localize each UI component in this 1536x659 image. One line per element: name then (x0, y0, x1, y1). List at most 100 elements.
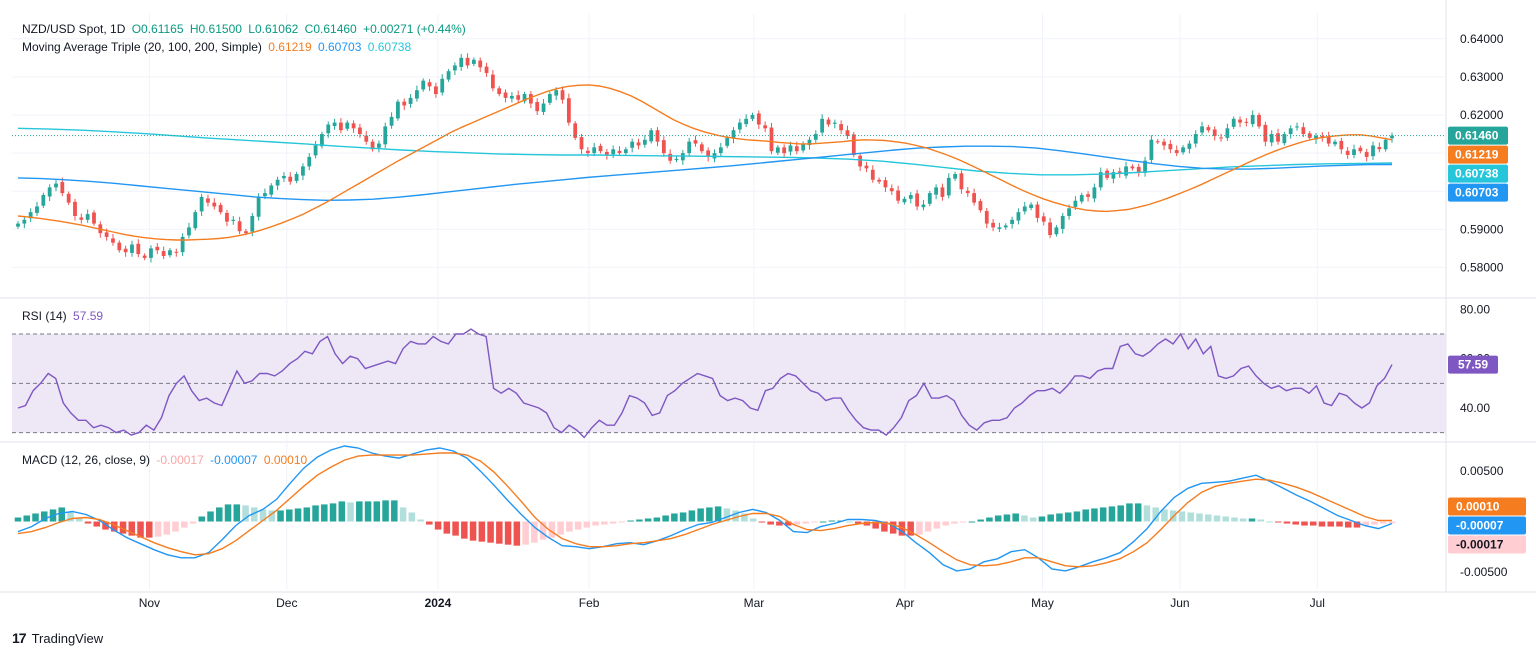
candle-body (807, 139, 812, 146)
macd-signal-value: 0.00010 (263, 453, 308, 467)
macd-histogram-bar (548, 521, 556, 538)
price-tag-ma20 (1448, 145, 1508, 164)
candle-body (516, 95, 521, 100)
macd-histogram-bar (951, 521, 958, 524)
candle-body (288, 176, 293, 182)
candle-body (60, 182, 65, 194)
macd-histogram-bar (811, 521, 818, 523)
candle-body (1263, 124, 1268, 142)
macd-histogram-bar (242, 505, 249, 522)
macd-histogram-bar (172, 521, 179, 532)
candle-body (218, 204, 223, 213)
candle-body (497, 88, 502, 95)
candle-body (782, 147, 787, 154)
macd-histogram-bar (609, 521, 617, 524)
candle-body (180, 236, 185, 253)
candle-body (1276, 133, 1280, 142)
signal-line (17, 452, 1392, 568)
macd-histogram-bar (1012, 513, 1019, 522)
symbol-label: NZD/USD Spot, 1D (22, 22, 126, 36)
ma100-value: 0.60703 (318, 40, 362, 54)
candle-body (978, 201, 983, 211)
macd-histogram-bar (1082, 509, 1089, 522)
candle-body (763, 125, 768, 129)
candle-body (623, 149, 628, 154)
macd-histogram-bar (1029, 517, 1037, 522)
price-pane[interactable] (12, 53, 1446, 263)
macd-histogram-bar (119, 521, 127, 534)
macd-pane[interactable] (14, 445, 1396, 572)
price-legend: NZD/USD Spot, 1D O0.61165 H0.61500 L0.61… (22, 22, 469, 36)
macd-histogram-bar (338, 501, 346, 522)
macd-histogram-bar (784, 521, 792, 526)
macd-histogram-bar (1047, 514, 1054, 522)
price-tag-ma200 (1448, 164, 1508, 183)
candle-body (706, 150, 711, 157)
low-value: L0.61062 (248, 22, 299, 36)
macd-histogram-bar (364, 501, 372, 522)
macd-histogram-bar (1239, 518, 1247, 522)
candle-body (345, 122, 350, 129)
macd-histogram-bar (294, 508, 302, 522)
time-tick-label: Jul (1310, 596, 1325, 610)
change-value: +0.00271 (+0.44%) (363, 22, 466, 36)
macd-histogram-bar (706, 507, 713, 522)
price-tick-label: 0.58000 (1460, 260, 1504, 274)
macd-histogram-bar (259, 509, 267, 522)
candle-body (168, 250, 172, 256)
candle-body (1206, 127, 1211, 131)
candle-body (459, 57, 464, 67)
ma200-value: 0.60738 (367, 40, 412, 54)
candle-body (415, 90, 419, 99)
macd-histogram-bar (1309, 521, 1317, 526)
macd-histogram-bar (373, 501, 381, 522)
candle-body (1307, 133, 1312, 138)
macd-histogram-bar (749, 518, 757, 522)
high-value: H0.61500 (189, 22, 242, 36)
candle-body (522, 94, 527, 102)
candle-body (579, 137, 584, 150)
candle-body (1003, 225, 1008, 228)
time-tick-label: Feb (579, 596, 600, 610)
candle-body (16, 223, 20, 227)
macd-histogram-bar (942, 521, 949, 526)
candle-body (402, 101, 407, 106)
time-axis[interactable]: Nov Dec 2024 Feb Mar Apr May Jun Jul (139, 596, 1325, 610)
candle-body (611, 149, 616, 155)
macd-histogram-bar (522, 521, 529, 545)
macd-histogram-bar (977, 519, 984, 522)
footer-brand[interactable]: 17 TradingView (12, 630, 103, 646)
candle-body (699, 144, 704, 152)
rsi-tick-label: 40.00 (1460, 401, 1490, 415)
candle-body (535, 102, 540, 112)
candle-body (301, 166, 305, 176)
macd-line-tag-label: -0.00007 (1456, 518, 1504, 532)
candle-body (902, 198, 907, 203)
candle-body (66, 193, 71, 203)
macd-histogram-bar (1134, 503, 1142, 522)
macd-histogram-bar (312, 505, 319, 522)
ma100-line (17, 145, 1392, 202)
candle-body (1073, 200, 1078, 207)
candle-body (737, 122, 742, 130)
candle-body (668, 153, 673, 161)
macd-signal-tag-label: 0.00010 (1456, 499, 1500, 513)
candle-body (370, 141, 375, 150)
candle-body (1130, 166, 1135, 169)
candle-body (92, 212, 96, 224)
candle-body (725, 137, 730, 146)
macd-hist-tag-label: -0.00017 (1456, 537, 1504, 551)
price-tick-label: 0.63000 (1460, 70, 1504, 84)
candle-body (604, 151, 609, 155)
rsi-pane[interactable] (12, 328, 1446, 439)
candle-body (661, 140, 666, 154)
ma-legend: Moving Average Triple (20, 100, 200, Sim… (22, 40, 414, 54)
macd-histogram-bar (1371, 521, 1378, 525)
candle-body (54, 183, 58, 188)
time-tick-label: Jun (1170, 596, 1189, 610)
rsi-label: RSI (14) (22, 309, 67, 323)
candle-body (864, 165, 869, 169)
candle-body (136, 243, 141, 255)
candle-body (630, 141, 635, 148)
